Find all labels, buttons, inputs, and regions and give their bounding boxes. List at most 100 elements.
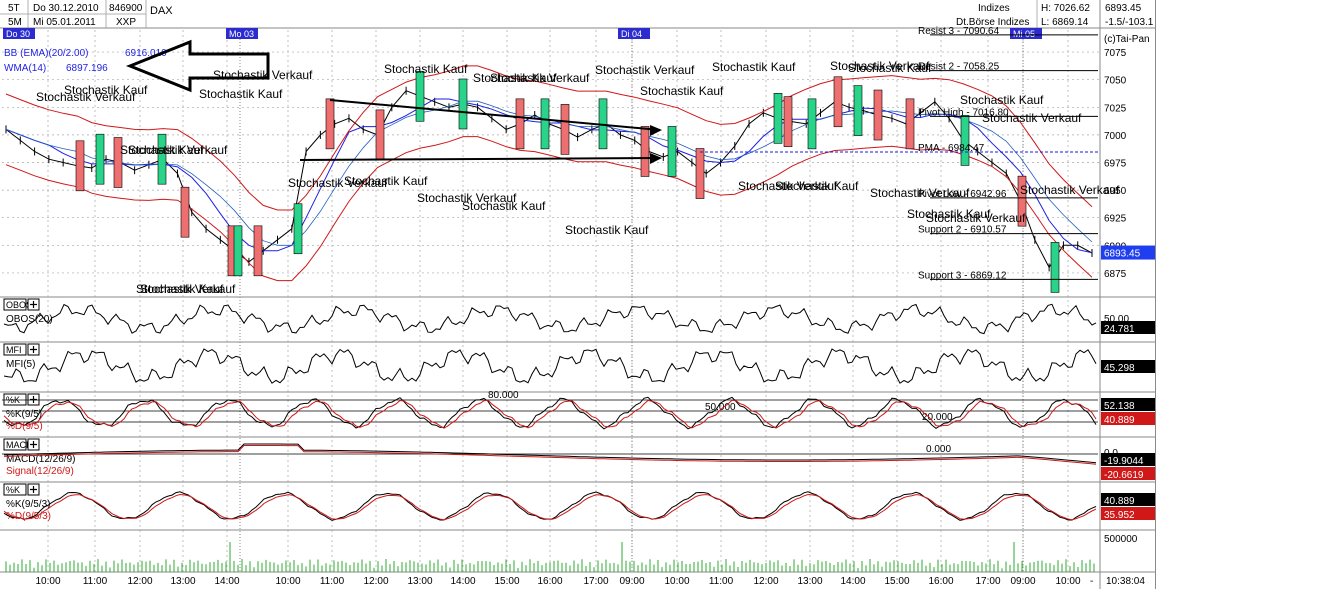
signal-label-kauf: Stochastik Kauf xyxy=(120,143,204,157)
stoch2-k-value: 40.889 xyxy=(1104,496,1135,507)
pivot-level-label: Support 2 - 6910.57 xyxy=(918,225,1007,236)
price-axis-tick-label: 6925 xyxy=(1104,214,1127,225)
day-marker-box xyxy=(1010,28,1042,39)
signal-label-kauf: Stochastik Kauf xyxy=(848,61,932,75)
pivot-level-label: Pivot High - 7016.80 xyxy=(918,107,1009,118)
mfi-panel-button-label: MFI xyxy=(6,345,22,355)
signal-label-kauf: Stochastik Kauf xyxy=(384,62,468,76)
signal-label-verkauf: Stochastik Verkauf xyxy=(926,211,1026,225)
bb-legend-value: 6916.010 xyxy=(125,48,167,59)
time-axis-label: 13:00 xyxy=(797,576,822,587)
signal-label-kauf: Stochastik Kauf xyxy=(775,179,859,193)
bear-signal-box xyxy=(75,140,85,192)
bull-signal-box xyxy=(667,126,677,177)
high-value: H: 7026.62 xyxy=(1041,3,1090,14)
stoch1-k-line xyxy=(3,396,1097,430)
last-price-box xyxy=(1101,245,1155,260)
date-from: Do 30.12.2010 xyxy=(33,3,99,14)
bull-signal-box xyxy=(540,98,550,150)
stoch1-panel-button[interactable] xyxy=(3,393,27,406)
macd-signal-value-box xyxy=(1101,467,1155,480)
mfi-value: 45.298 xyxy=(1104,363,1135,374)
bull-signal-box xyxy=(233,225,243,277)
time-axis-label: 11:00 xyxy=(709,576,734,587)
time-axis-label: 10:00 xyxy=(275,576,300,587)
stoch2-d-line xyxy=(3,493,1097,521)
indicator-legend: BB (EMA)(20/2.00) 6916.010 WMA(14) 6897.… xyxy=(4,39,270,93)
period-5m-button[interactable]: 5M xyxy=(8,17,22,28)
time-axis-label: 17:00 xyxy=(975,576,1000,587)
trendline-arrowhead xyxy=(650,125,662,136)
mfi-value-box xyxy=(1101,360,1155,373)
period-5t-button[interactable]: 5T xyxy=(8,3,20,14)
time-axis-label: 10:00 xyxy=(664,576,689,587)
price-axis-tick-label: 6950 xyxy=(1104,186,1127,197)
stoch2-panel-label: %D(9/5/3) xyxy=(6,511,51,522)
stoch2-panel-plus-icon xyxy=(30,486,37,493)
signal-label-verkauf: Stochastik Verkauf xyxy=(213,68,313,82)
macd-level-0: 0.000 xyxy=(926,444,951,455)
pivot-level-label: Resist 3 - 7090.64 xyxy=(918,26,1000,37)
time-axis-label: 13:00 xyxy=(170,576,195,587)
bear-signal-box xyxy=(783,96,793,147)
mfi-panel-label: MFI(5) xyxy=(6,359,35,370)
time-axis-label: 14:00 xyxy=(450,576,475,587)
signal-label-verkauf: Stochastik Verkauf xyxy=(1020,183,1120,197)
trendline-upper xyxy=(329,99,661,131)
price-axis-tick-label: 7075 xyxy=(1104,48,1127,59)
bear-signal-box xyxy=(375,109,385,161)
macd-panel-button[interactable] xyxy=(3,438,27,451)
stoch2-k-value-box xyxy=(1101,493,1155,506)
signal-label-kauf: Stochastik Kauf xyxy=(473,71,557,85)
macd-line xyxy=(3,443,1097,464)
wma-legend-value: 6897.196 xyxy=(66,63,108,74)
mfi-panel-button[interactable] xyxy=(3,343,27,356)
signal-label-kauf: Stochastik Kauf xyxy=(960,93,1044,107)
time-axis-label: 11:00 xyxy=(320,576,345,587)
day-marker-box xyxy=(618,28,650,39)
macd-value: -19.9044 xyxy=(1104,456,1144,467)
signal-label-kauf: Stochastik Kauf xyxy=(199,87,283,101)
bear-signal-box xyxy=(1017,175,1027,227)
signal-label-verkauf: Stochastik Verkauf xyxy=(128,143,228,157)
obos-value-box xyxy=(1101,321,1155,334)
security-code: 846900 xyxy=(109,3,143,14)
signal-label-verkauf: Stochastik Verkauf xyxy=(288,176,388,190)
pivot-level-label: PMA - 6984.47 xyxy=(918,143,985,154)
obos-panel-button[interactable] xyxy=(3,298,27,311)
mfi-panel-plus-icon xyxy=(30,346,37,353)
time-axis-label: 12:00 xyxy=(127,576,152,587)
day-marker-do30: Do 30 xyxy=(6,29,30,39)
pivot-level-label: Pivot Low - 6942.96 xyxy=(918,189,1007,200)
bull-signal-box xyxy=(773,93,783,144)
price-axis-tick-label: 7000 xyxy=(1104,131,1127,142)
exchange-label: Dt.Börse Indizes xyxy=(956,17,1029,28)
obos-panel-plus-icon xyxy=(30,301,37,308)
time-axis-label: 11:00 xyxy=(83,576,108,587)
obos-panel-label: OBOS(20) xyxy=(6,314,53,325)
macd-panel-label: Signal(12/26/9) xyxy=(6,466,74,477)
stoch1-d-value: 40.889 xyxy=(1104,415,1135,426)
price-panel: 707570507025700069756950692569006875Do 3… xyxy=(3,26,1155,296)
time-axis-label: 16:00 xyxy=(537,576,562,587)
bb-legend-label: BB (EMA)(20/2.00) xyxy=(4,48,88,59)
time-axis-dash: - xyxy=(1090,576,1093,587)
bull-signal-box xyxy=(853,85,863,136)
pivot-level-label: Resist 2 - 7058.25 xyxy=(918,62,1000,73)
time-axis-label: 15:00 xyxy=(494,576,519,587)
signal-label-verkauf: Stochastik Verkauf xyxy=(36,90,136,104)
signal-label-verkauf: Stochastik Verkauf xyxy=(830,59,930,73)
bear-signal-box xyxy=(695,148,705,199)
low-value: L: 6869.14 xyxy=(1041,17,1089,28)
security-name: DAX xyxy=(150,5,173,17)
macd-panel-button-label: MACD xyxy=(6,440,33,450)
stoch2-panel-button[interactable] xyxy=(3,483,27,496)
signal-label-kauf: Stochastik Kauf xyxy=(64,83,148,97)
copyright-label: (c)Tai-Pan xyxy=(1104,34,1150,45)
signal-label-verkauf: Stochastik Verkauf xyxy=(738,179,838,193)
price-axis-tick-label: 6975 xyxy=(1104,159,1127,170)
obos-panel-button-label: OBOS xyxy=(6,300,32,310)
trendline-lower xyxy=(299,157,661,161)
signal-label-verkauf: Stochastik Verkauf xyxy=(136,282,236,296)
